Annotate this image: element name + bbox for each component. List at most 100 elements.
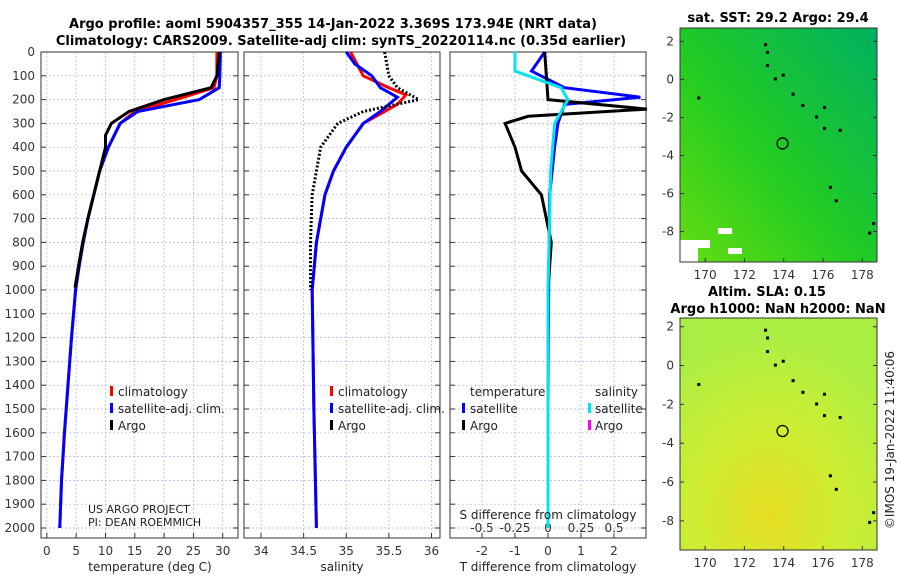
island-marker <box>834 487 838 491</box>
x-tick-label: -2 <box>476 544 488 558</box>
map-frame <box>679 317 878 551</box>
depth-tick-label: 1500 <box>4 402 35 416</box>
lat-tick-label: -8 <box>662 514 674 528</box>
island-marker <box>791 92 795 96</box>
depth-tick-label: 1600 <box>4 426 35 440</box>
island-marker <box>838 416 842 420</box>
legend-swatch-climatology <box>110 386 113 396</box>
island-marker <box>834 199 838 203</box>
island-marker <box>773 363 777 367</box>
island-marker <box>868 520 872 524</box>
legend-swatch-s-argo <box>588 420 591 430</box>
salinity-panel: 34 34.5 35 35.5 36 <box>243 51 441 558</box>
series-line-satellite-adj-clim- <box>310 51 401 529</box>
island-marker <box>872 511 876 515</box>
x-tick-label: 5 <box>72 544 80 558</box>
figure-title-line1: Argo profile: aoml 5904357_355 14-Jan-20… <box>69 17 597 32</box>
legend-swatch-s-satellite <box>588 403 591 413</box>
map-frame <box>679 27 878 263</box>
depth-tick-label: 900 <box>12 259 35 273</box>
legend-swatch-climatology <box>330 386 333 396</box>
depth-tick-label: 1000 <box>4 283 35 297</box>
island-marker <box>828 185 832 189</box>
island-marker <box>815 115 819 119</box>
lat-tick-label: -6 <box>662 475 674 489</box>
legend-title-salinity: salinity <box>595 385 638 399</box>
depth-tick-label: 200 <box>12 93 35 107</box>
island-marker <box>766 50 770 54</box>
lat-tick-label: -2 <box>662 397 674 411</box>
island-marker <box>766 336 770 340</box>
lat-tick-label: 2 <box>666 34 674 48</box>
lon-tick-label: 174 <box>772 556 795 570</box>
s-tick-label: -0.25 <box>499 521 530 535</box>
series-line-salinity-satellite <box>513 52 570 529</box>
sst-map: 170 172 174 176 178 2 0 -2 -4 -6 -8 <box>662 27 878 282</box>
sst-map-field <box>680 28 877 262</box>
project-name: US ARGO PROJECT <box>88 503 190 516</box>
lon-tick-label: 178 <box>851 268 874 282</box>
temperature-panel: 0100200300400500600700800900100011001200… <box>4 45 239 558</box>
credit-text: ©IMOS 19-Jan-2022 11:40:06 <box>883 351 897 529</box>
lon-tick-label: 176 <box>812 268 835 282</box>
island-marker <box>822 414 826 418</box>
depth-tick-label: 600 <box>12 188 35 202</box>
sla-map-title-line2: Argo h1000: NaN h2000: NaN <box>670 302 885 317</box>
series-line-satellite-adj-clim- <box>58 51 222 529</box>
t-difference-axis-label: T difference from climatology <box>459 560 637 574</box>
lat-tick-label: 0 <box>666 72 674 86</box>
island-marker <box>868 231 872 235</box>
legend-label: climatology <box>338 385 408 399</box>
x-tick-label: 20 <box>156 544 171 558</box>
lat-tick-label: 2 <box>666 320 674 334</box>
island-marker <box>822 106 826 109</box>
lat-tick-label: -2 <box>662 110 674 124</box>
depth-tick-label: 1800 <box>4 473 35 487</box>
lat-tick-label: -4 <box>662 436 674 450</box>
x-tick-label: 34.5 <box>290 544 317 558</box>
depth-tick-label: 2000 <box>4 521 35 535</box>
lat-tick-label: -8 <box>662 225 674 239</box>
depth-tick-label: 1900 <box>4 497 35 511</box>
depth-tick-label: 500 <box>12 164 35 178</box>
legend-label: Argo <box>118 419 146 433</box>
island-marker <box>766 64 770 68</box>
depth-tick-label: 1400 <box>4 378 35 392</box>
legend-label: Argo <box>338 419 366 433</box>
s-tick-label: 0.5 <box>604 521 623 535</box>
no-data-patch <box>695 240 710 248</box>
island-marker <box>815 402 819 406</box>
island-marker <box>828 474 832 478</box>
island-marker <box>697 383 701 387</box>
series-line-climatology <box>310 51 409 529</box>
x-tick-label: 36 <box>424 544 439 558</box>
panel-frame <box>449 51 647 539</box>
s-difference-axis-label: S difference from climatology <box>460 508 637 522</box>
series-line-argo <box>308 51 423 291</box>
island-marker <box>773 77 777 81</box>
x-tick-label: 15 <box>127 544 142 558</box>
legend-label: satellite-adj. clim. <box>118 402 225 416</box>
difference-panel: -2 -1 0 1 2-0.5 -0.25 0 0.25 0.5 <box>449 51 648 558</box>
depth-tick-label: 100 <box>12 69 35 83</box>
no-data-patch <box>718 228 732 234</box>
island-marker <box>764 328 768 332</box>
legend-swatch-argo <box>110 420 113 430</box>
lon-tick-label: 172 <box>733 268 756 282</box>
legend-label: satellite <box>595 402 643 416</box>
sst-map-title: sat. SST: 29.2 Argo: 29.4 <box>687 11 868 26</box>
depth-tick-label: 800 <box>12 235 35 249</box>
x-tick-label: 34 <box>253 544 268 558</box>
sla-map-title-line1: Altim. SLA: 0.15 <box>708 285 826 300</box>
depth-tick-label: 1200 <box>4 331 35 345</box>
x-tick-label: 0 <box>544 544 552 558</box>
x-tick-label: 25 <box>186 544 201 558</box>
profile-location-marker <box>776 424 789 438</box>
island-marker <box>801 390 805 394</box>
island-marker <box>781 73 785 77</box>
island-marker <box>781 359 785 363</box>
lon-tick-label: 170 <box>694 268 717 282</box>
temperature-legend: climatology satellite-adj. clim. Argo <box>110 385 225 433</box>
temperature-axis-label: temperature (deg C) <box>88 560 211 574</box>
x-tick-label: 0 <box>43 544 51 558</box>
